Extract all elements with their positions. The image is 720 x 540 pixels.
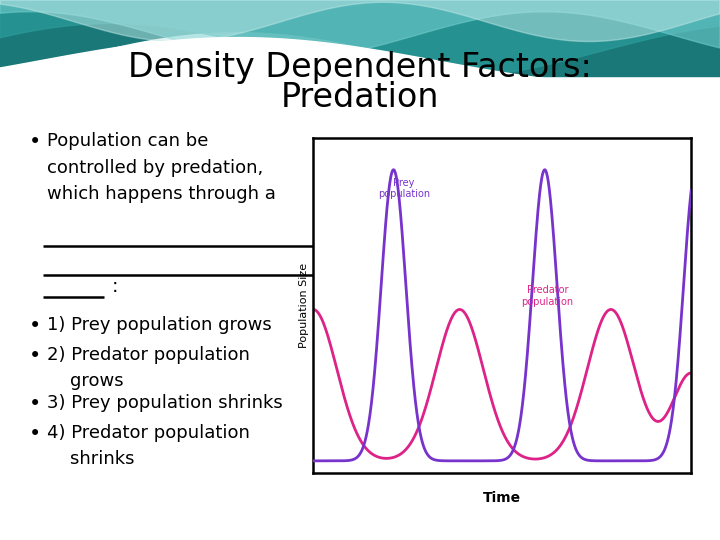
- Text: •: •: [29, 132, 41, 152]
- Text: •: •: [29, 394, 41, 414]
- Text: Predator
population: Predator population: [521, 285, 574, 307]
- Text: 1) Prey population grows: 1) Prey population grows: [47, 316, 271, 334]
- Text: 4) Predator population
    shrinks: 4) Predator population shrinks: [47, 424, 250, 468]
- Text: Predation: Predation: [281, 80, 439, 114]
- Text: Prey
population: Prey population: [378, 178, 430, 199]
- Text: •: •: [29, 424, 41, 444]
- Text: :: :: [112, 277, 118, 296]
- Text: Time: Time: [483, 491, 521, 505]
- Text: •: •: [29, 346, 41, 366]
- Text: Density Dependent Factors:: Density Dependent Factors:: [128, 51, 592, 84]
- Text: 2) Predator population
    grows: 2) Predator population grows: [47, 346, 250, 390]
- Text: 3) Prey population shrinks: 3) Prey population shrinks: [47, 394, 282, 412]
- Text: Population can be
controlled by predation,
which happens through a: Population can be controlled by predatio…: [47, 132, 276, 203]
- Text: •: •: [29, 316, 41, 336]
- Y-axis label: Population Size: Population Size: [299, 262, 309, 348]
